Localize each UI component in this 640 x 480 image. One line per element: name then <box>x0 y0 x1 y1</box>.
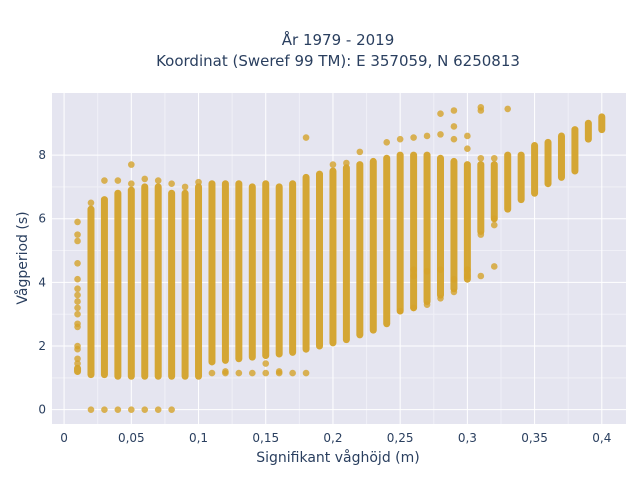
x-tick-label: 0,05 <box>118 431 145 445</box>
data-point <box>437 294 444 302</box>
data-point <box>101 177 108 184</box>
data-point <box>464 145 471 152</box>
data-point <box>423 267 431 275</box>
data-point <box>222 368 229 375</box>
data-point <box>464 266 471 273</box>
data-point <box>74 298 81 305</box>
data-point <box>128 406 135 413</box>
y-tick-label: 8 <box>38 148 46 162</box>
data-point <box>450 288 458 296</box>
data-point <box>410 304 417 312</box>
data-point <box>490 221 498 229</box>
data-point <box>504 105 512 113</box>
data-point <box>208 369 216 377</box>
data-point <box>154 406 162 413</box>
data-point <box>423 301 431 308</box>
data-point <box>302 369 310 377</box>
data-point <box>396 135 404 143</box>
data-point <box>74 323 81 331</box>
data-point <box>168 180 175 188</box>
data-point <box>477 231 485 238</box>
data-point <box>195 178 202 186</box>
data-point <box>154 177 162 184</box>
x-tick-label: 0,15 <box>252 431 279 445</box>
data-point <box>181 183 189 191</box>
data-point <box>437 266 444 273</box>
data-point <box>490 154 498 162</box>
data-point <box>464 272 471 280</box>
data-point <box>490 263 498 270</box>
data-point <box>74 285 81 293</box>
data-point <box>450 275 458 283</box>
data-point <box>74 304 81 312</box>
data-point <box>248 369 256 377</box>
data-point <box>114 406 122 413</box>
x-tick-label: 0,3 <box>458 431 477 445</box>
data-point <box>74 218 81 226</box>
data-point <box>74 231 81 238</box>
data-point <box>275 368 283 375</box>
data-point <box>74 345 81 353</box>
chart-title-line2: Koordinat (Sweref 99 TM): E 357059, N 62… <box>156 52 520 70</box>
data-point <box>74 355 81 363</box>
data-point <box>437 110 444 117</box>
data-point <box>74 237 81 245</box>
data-point <box>410 134 417 141</box>
data-point <box>128 161 135 168</box>
y-axis-ticks: 0 2 4 6 8 <box>38 148 46 417</box>
data-point <box>168 406 175 413</box>
data-point <box>329 161 337 168</box>
y-tick-label: 6 <box>38 212 46 226</box>
y-axis-title: Vågperiod (s) <box>14 211 31 304</box>
data-point <box>423 132 431 140</box>
data-point <box>410 272 417 280</box>
data-point <box>128 180 135 188</box>
data-point <box>262 360 270 367</box>
data-point <box>262 369 270 377</box>
data-point <box>396 307 404 315</box>
y-tick-label: 4 <box>38 275 46 289</box>
data-point <box>343 159 350 167</box>
chart-title-line1: År 1979 - 2019 <box>282 30 395 49</box>
x-tick-label: 0,25 <box>387 431 414 445</box>
x-axis-ticks: 0 0,05 0,1 0,15 0,2 0,25 0,3 0,35 0,4 <box>60 431 611 445</box>
data-point <box>410 266 417 273</box>
x-axis-title: Signifikant våghöjd (m) <box>256 449 419 466</box>
data-point <box>464 132 471 140</box>
x-tick-label: 0,35 <box>521 431 548 445</box>
data-point <box>450 123 458 130</box>
x-tick-label: 0 <box>60 431 68 445</box>
plot-area <box>52 93 626 424</box>
data-point <box>235 369 243 377</box>
data-point <box>490 215 498 223</box>
data-point <box>74 360 81 367</box>
data-point <box>289 369 296 377</box>
x-tick-label: 0,4 <box>592 431 611 445</box>
data-point <box>74 291 81 299</box>
y-tick-label: 2 <box>38 339 46 353</box>
data-point <box>141 175 149 183</box>
x-tick-label: 0,1 <box>189 431 208 445</box>
x-tick-label: 0,2 <box>323 431 342 445</box>
data-point <box>450 135 458 143</box>
data-point <box>141 406 149 413</box>
data-points <box>74 104 606 413</box>
data-point <box>477 154 485 162</box>
data-point <box>87 199 95 207</box>
data-point <box>302 134 310 141</box>
data-point <box>74 310 81 318</box>
data-point <box>74 275 81 283</box>
data-point <box>87 406 95 413</box>
data-point <box>356 148 364 156</box>
data-point <box>450 107 458 114</box>
y-tick-label: 0 <box>38 403 46 417</box>
data-point <box>437 131 444 138</box>
data-point <box>477 104 485 111</box>
data-point <box>74 259 81 267</box>
data-point <box>114 177 122 184</box>
data-point <box>101 406 108 413</box>
data-point <box>477 272 485 280</box>
data-point <box>383 139 391 146</box>
